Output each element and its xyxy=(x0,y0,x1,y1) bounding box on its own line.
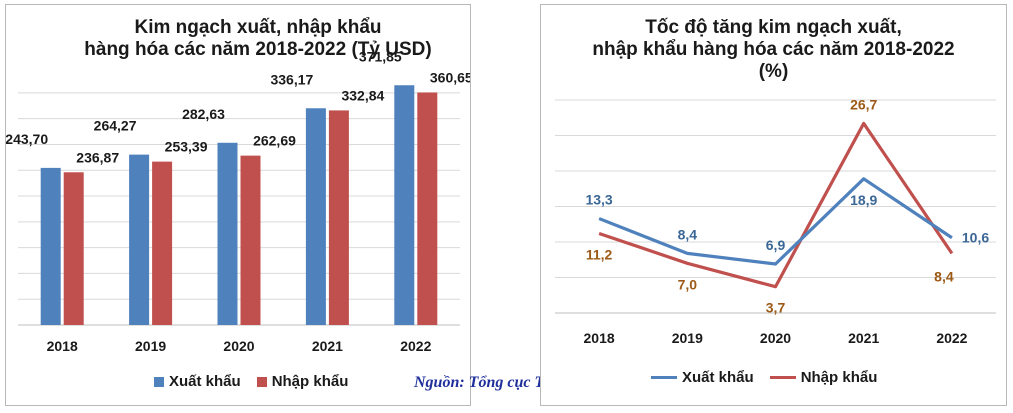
legend-item-export: Xuất khẩu xyxy=(154,373,241,390)
line-chart-title-line-2: nhập khẩu hàng hóa các năm 2018-2022 xyxy=(592,39,955,60)
bar-value-label: 360,65 xyxy=(430,69,470,85)
legend-label-import: Nhập khẩu xyxy=(271,373,349,390)
line-value-label: 26,7 xyxy=(850,96,877,112)
line-chart-plot: 2018 2019 2020 2021 2022 13,3 8,4 6,9 18,9 10,6 11… xyxy=(555,96,996,346)
bar-export xyxy=(305,108,326,325)
line-chart-title: Tốc độ tăng kim ngạch xuất, nhập khẩu hà… xyxy=(541,17,1006,83)
line-chart-legend: Xuất khẩu Nhập khẩu xyxy=(651,369,877,386)
legend-swatch-import xyxy=(256,376,267,387)
line-x-tick-label: 2019 xyxy=(672,330,703,346)
legend-label-export: Xuất khẩu xyxy=(169,373,241,390)
line-x-tick-label: 2020 xyxy=(760,330,791,346)
legend-item-import: Nhập khẩu xyxy=(256,373,349,390)
bar-export xyxy=(40,167,61,325)
line-value-label: 6,9 xyxy=(766,237,786,253)
bar-export xyxy=(394,85,415,325)
bar-import xyxy=(240,155,261,325)
line-value-label: 8,4 xyxy=(934,268,954,284)
bar-chart-panel: Kim ngạch xuất, nhập khẩu hàng hóa các n… xyxy=(5,4,471,406)
line-legend-label-import: Nhập khẩu xyxy=(800,369,878,386)
bar-value-label: 264,27 xyxy=(94,118,137,134)
line-value-label: 13,3 xyxy=(585,192,612,208)
bar-x-tick-label: 2019 xyxy=(135,338,166,354)
bar-x-tick-label: 2020 xyxy=(223,338,254,354)
bar-import xyxy=(328,110,349,325)
bar-x-tick-label: 2021 xyxy=(312,338,343,354)
legend-swatch-export xyxy=(154,376,164,387)
bar-value-label: 236,87 xyxy=(76,149,119,165)
bar-value-label: 253,39 xyxy=(165,139,208,155)
bar-value-label: 262,69 xyxy=(253,133,296,149)
bar-chart-title-line-1: Kim ngạch xuất, nhập khẩu xyxy=(134,17,382,38)
bar-import xyxy=(63,172,84,325)
bar-export xyxy=(217,142,238,325)
bar-value-label: 243,70 xyxy=(6,131,48,147)
line-legend-label-export: Xuất khẩu xyxy=(682,369,754,386)
line-x-tick-label: 2022 xyxy=(936,330,967,346)
bar-chart-plot: 2018 243,70 236,87 2019 264,27 253,39 2020 282,… xyxy=(6,48,470,354)
series-line-import xyxy=(598,121,954,289)
line-legend-swatch-import xyxy=(769,376,796,379)
line-legend-item-export: Xuất khẩu xyxy=(651,369,754,386)
bar-chart-legend: Xuất khẩu Nhập khẩu xyxy=(154,373,348,390)
line-value-label: 8,4 xyxy=(678,226,698,242)
line-value-label: 10,6 xyxy=(962,230,989,246)
bar-import xyxy=(417,92,438,326)
bar-value-label: 332,84 xyxy=(341,87,384,103)
line-x-tick-label: 2018 xyxy=(584,330,615,346)
bar-x-tick-label: 2018 xyxy=(47,338,78,354)
bar-x-tick-label: 2022 xyxy=(400,338,431,354)
line-chart-panel: Tốc độ tăng kim ngạch xuất, nhập khẩu hà… xyxy=(540,4,1007,406)
line-chart-title-line-3: (%) xyxy=(758,61,789,82)
bar-value-label: 336,17 xyxy=(270,71,313,87)
bar-chart-title-line-2: hàng hóa các năm 2018-2022 (Tỷ USD) xyxy=(84,39,432,60)
line-legend-item-import: Nhập khẩu xyxy=(769,369,878,386)
line-value-label: 11,2 xyxy=(586,246,613,262)
bar-value-label: 282,63 xyxy=(182,106,225,122)
line-legend-swatch-export xyxy=(651,376,677,379)
line-value-label: 18,9 xyxy=(850,192,877,208)
line-value-label: 3,7 xyxy=(766,300,786,316)
bar-import xyxy=(152,161,173,325)
bar-value-label: 371,85 xyxy=(359,48,402,64)
line-chart-title-line-1: Tốc độ tăng kim ngạch xuất, xyxy=(645,17,902,38)
series-line-export xyxy=(598,177,953,266)
bar-export xyxy=(129,154,150,325)
line-x-tick-label: 2021 xyxy=(848,330,879,346)
line-value-label: 7,0 xyxy=(678,276,698,292)
bar-chart-title: Kim ngạch xuất, nhập khẩu hàng hóa các n… xyxy=(6,17,470,61)
